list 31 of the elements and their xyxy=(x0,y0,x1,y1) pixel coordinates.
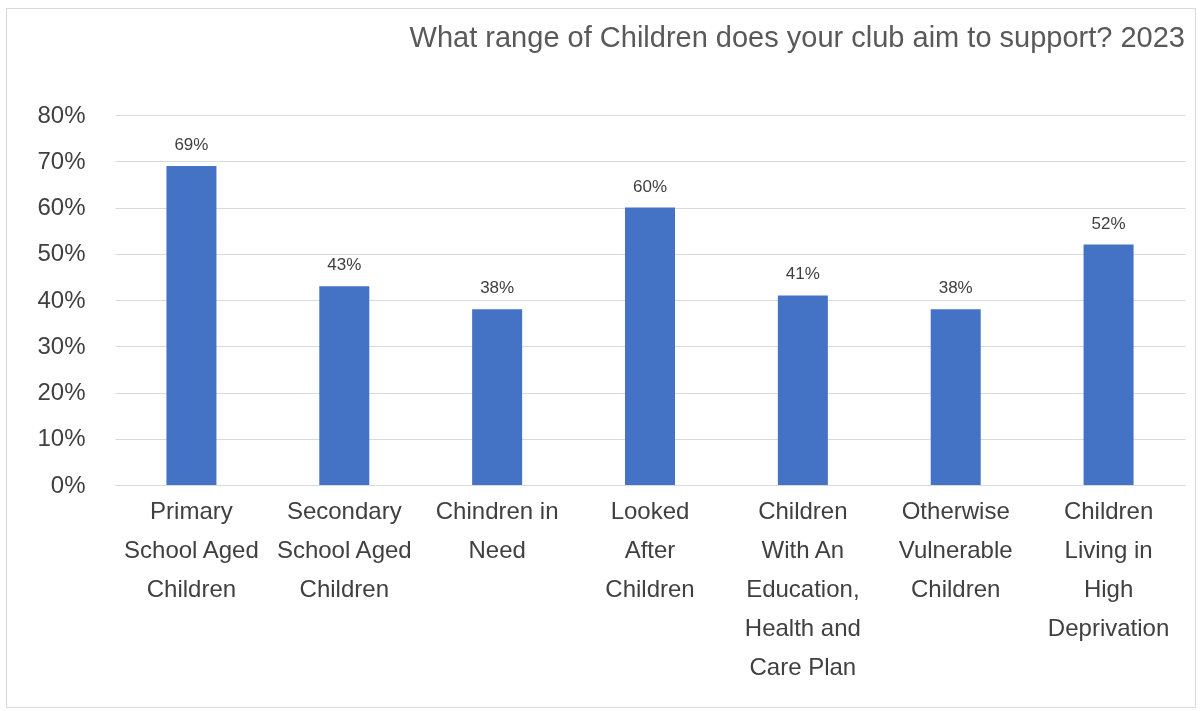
x-tick-label: Children With An Education, Health and Care Plan xyxy=(744,496,861,680)
data-label: 38% xyxy=(480,278,515,298)
y-tick-label: 0% xyxy=(50,470,86,498)
x-tick-label: Otherwise Vulnerable Children xyxy=(898,496,1013,602)
x-tick-label: Secondary School Aged Children xyxy=(276,496,412,602)
y-tick-label: 60% xyxy=(37,193,86,220)
bar xyxy=(472,309,523,485)
y-tick-label: 80% xyxy=(37,100,86,128)
bar xyxy=(930,309,981,485)
data-label: 41% xyxy=(785,264,820,284)
y-tick-label: 70% xyxy=(37,146,86,174)
data-label: 69% xyxy=(174,134,209,154)
y-tick-label: 10% xyxy=(37,424,86,452)
data-label: 43% xyxy=(327,255,362,275)
data-label: 52% xyxy=(1091,213,1126,233)
chart-title: What range of Children does your club aim to support? 2023 xyxy=(409,21,1185,53)
bar xyxy=(777,295,828,485)
x-tick-label: Children Living in High Deprivation xyxy=(1047,496,1170,641)
y-tick-label: 40% xyxy=(37,285,86,313)
x-tick-label: Primary School Aged Children xyxy=(124,496,259,602)
y-tick-label: 20% xyxy=(37,378,86,405)
data-label: 60% xyxy=(632,176,668,196)
bar xyxy=(625,207,675,485)
y-tick-label: 50% xyxy=(37,239,86,267)
x-tick-label: Chindren in Need xyxy=(435,496,559,563)
x-tick-label: Looked After Children xyxy=(605,496,695,602)
y-tick-label: 30% xyxy=(37,331,86,359)
bar xyxy=(319,286,370,485)
bar xyxy=(166,165,217,485)
bar xyxy=(1083,244,1134,485)
data-label: 38% xyxy=(938,278,973,298)
